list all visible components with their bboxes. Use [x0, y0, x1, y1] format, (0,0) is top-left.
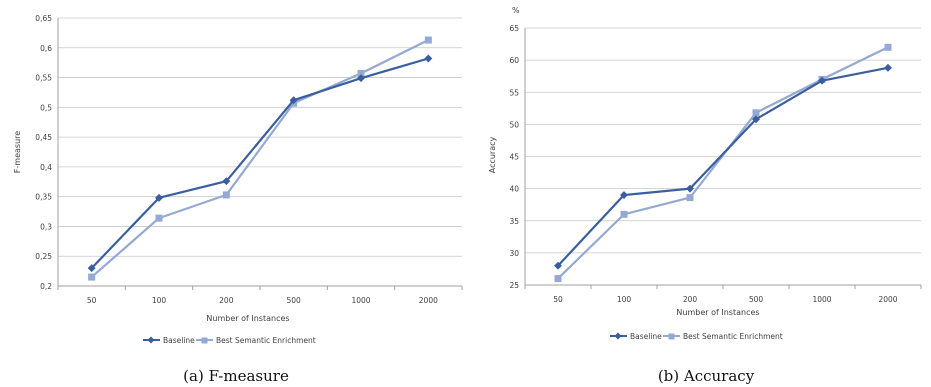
accuracy-baseline-line: [557, 66, 889, 267]
f-measure-enrichment-point: [357, 69, 365, 77]
legend-enrichment-label: Best Semantic Enrichment: [216, 336, 316, 345]
legend-baseline-marker: [147, 336, 155, 344]
f-measure-x-axis-label: Number of Instances: [206, 314, 289, 323]
accuracy-y-tick-label: 50: [509, 120, 519, 129]
f-measure-y-tick-label: 0,3: [40, 222, 52, 231]
legend-baseline-marker: [614, 332, 622, 340]
accuracy-enrichment-point: [686, 194, 694, 202]
f-measure-y-tick-label: 0,45: [35, 133, 52, 142]
f-measure-y-tick-label: 0,55: [35, 74, 52, 83]
accuracy-y-ticks: 25 30 35 40 45 50 55 60 65: [509, 24, 519, 290]
f-measure-enrichment-line: [90, 39, 429, 278]
f-measure-baseline-line: [90, 57, 429, 269]
f-measure-y-axis-label: F-measure: [13, 131, 22, 173]
f-measure-x-ticks: 50 100 200 500 1000 2000: [87, 296, 438, 305]
legend-baseline-label: Baseline: [163, 336, 195, 345]
accuracy-x-tick-label: 50: [553, 295, 563, 304]
f-measure-y-tick-label: 0,6: [40, 44, 52, 53]
accuracy-legend: Baseline Best Semantic Enrichment: [610, 332, 783, 341]
legend-enrichment-marker: [201, 337, 208, 344]
accuracy-enrichment-point: [752, 109, 760, 117]
f-measure-x-tick-label: 50: [87, 296, 97, 305]
accuracy-x-tick-label: 100: [617, 295, 632, 304]
accuracy-x-tick-label: 200: [683, 295, 698, 304]
f-measure-y-tick-label: 0,65: [35, 14, 52, 23]
f-measure-enrichment-point: [155, 214, 163, 222]
accuracy-series: [554, 43, 892, 283]
accuracy-y-tick-label: 45: [509, 153, 519, 162]
accuracy-y-tick-label: 35: [509, 217, 519, 226]
legend-enrichment-marker: [668, 333, 675, 340]
f-measure-y-tick-label: 0,35: [35, 193, 52, 202]
accuracy-baseline-point: [554, 261, 562, 270]
accuracy-enrichment-point: [884, 43, 892, 51]
caption-f-measure: (a) F-measure: [183, 367, 289, 385]
f-measure-x-tick-label: 500: [287, 296, 302, 305]
chart-accuracy: 25 30 35 40 45 50 55 60 65 50 100 200 500 1000 2000 %…: [488, 6, 922, 385]
f-measure-legend: Baseline Best Semantic Enrichment: [143, 336, 316, 345]
accuracy-gridlines: [525, 27, 921, 254]
legend-enrichment-label: Best Semantic Enrichment: [683, 332, 783, 341]
f-measure-enrichment-point: [222, 191, 230, 199]
accuracy-baseline-point: [620, 191, 628, 200]
accuracy-y-tick-label: 55: [509, 88, 519, 97]
f-measure-enrichment-point: [424, 36, 432, 44]
accuracy-baseline-point: [884, 63, 892, 72]
f-measure-x-tick-label: 200: [219, 296, 234, 305]
accuracy-y-tick-label: 40: [509, 185, 519, 194]
accuracy-x-tick-label: 2000: [878, 295, 897, 304]
accuracy-x-tick-label: 500: [749, 295, 764, 304]
f-measure-y-tick-label: 0,5: [40, 103, 52, 112]
caption-accuracy: (b) Accuracy: [658, 367, 755, 385]
accuracy-enrichment-line: [557, 46, 889, 280]
f-measure-series: [87, 36, 433, 281]
accuracy-enrichment-point: [620, 210, 628, 218]
f-measure-y-tick-label: 0,4: [40, 163, 52, 172]
f-measure-y-tick-label: 0,25: [35, 252, 52, 261]
f-measure-y-tick-label: 0,2: [40, 282, 52, 291]
accuracy-x-tick-label: 1000: [812, 295, 831, 304]
accuracy-y-tick-label: 65: [509, 24, 519, 33]
accuracy-y-tick-label: 25: [509, 281, 519, 290]
f-measure-x-tick-label: 2000: [419, 296, 438, 305]
f-measure-y-ticks: 0,2 0,25 0,3 0,35 0,4 0,45 0,5 0,55 0,6 0,65: [35, 14, 52, 291]
accuracy-enrichment-point: [554, 275, 562, 283]
f-measure-axes: [57, 18, 463, 290]
chart-f-measure: 0,2 0,25 0,3 0,35 0,4 0,45 0,5 0,55 0,6 0,65 50 10…: [13, 14, 463, 385]
f-measure-x-tick-label: 100: [152, 296, 167, 305]
accuracy-axes: [524, 28, 922, 289]
accuracy-y-tick-label: 30: [509, 249, 519, 258]
legend-baseline-label: Baseline: [630, 332, 662, 341]
accuracy-y-tick-label: 60: [509, 56, 519, 65]
f-measure-baseline-point: [222, 177, 231, 186]
f-measure-baseline-point: [424, 54, 433, 63]
accuracy-unit-label: %: [512, 6, 520, 15]
f-measure-baseline-point: [155, 193, 163, 202]
accuracy-y-axis-label: Accuracy: [488, 136, 497, 173]
accuracy-x-axis-label: Number of Instances: [676, 308, 759, 317]
f-measure-enrichment-point: [88, 273, 96, 281]
f-measure-x-tick-label: 1000: [351, 296, 370, 305]
accuracy-x-ticks: 50 100 200 500 1000 2000: [553, 295, 898, 304]
accuracy-baseline-point: [686, 184, 694, 193]
f-measure-gridlines: [58, 17, 462, 257]
